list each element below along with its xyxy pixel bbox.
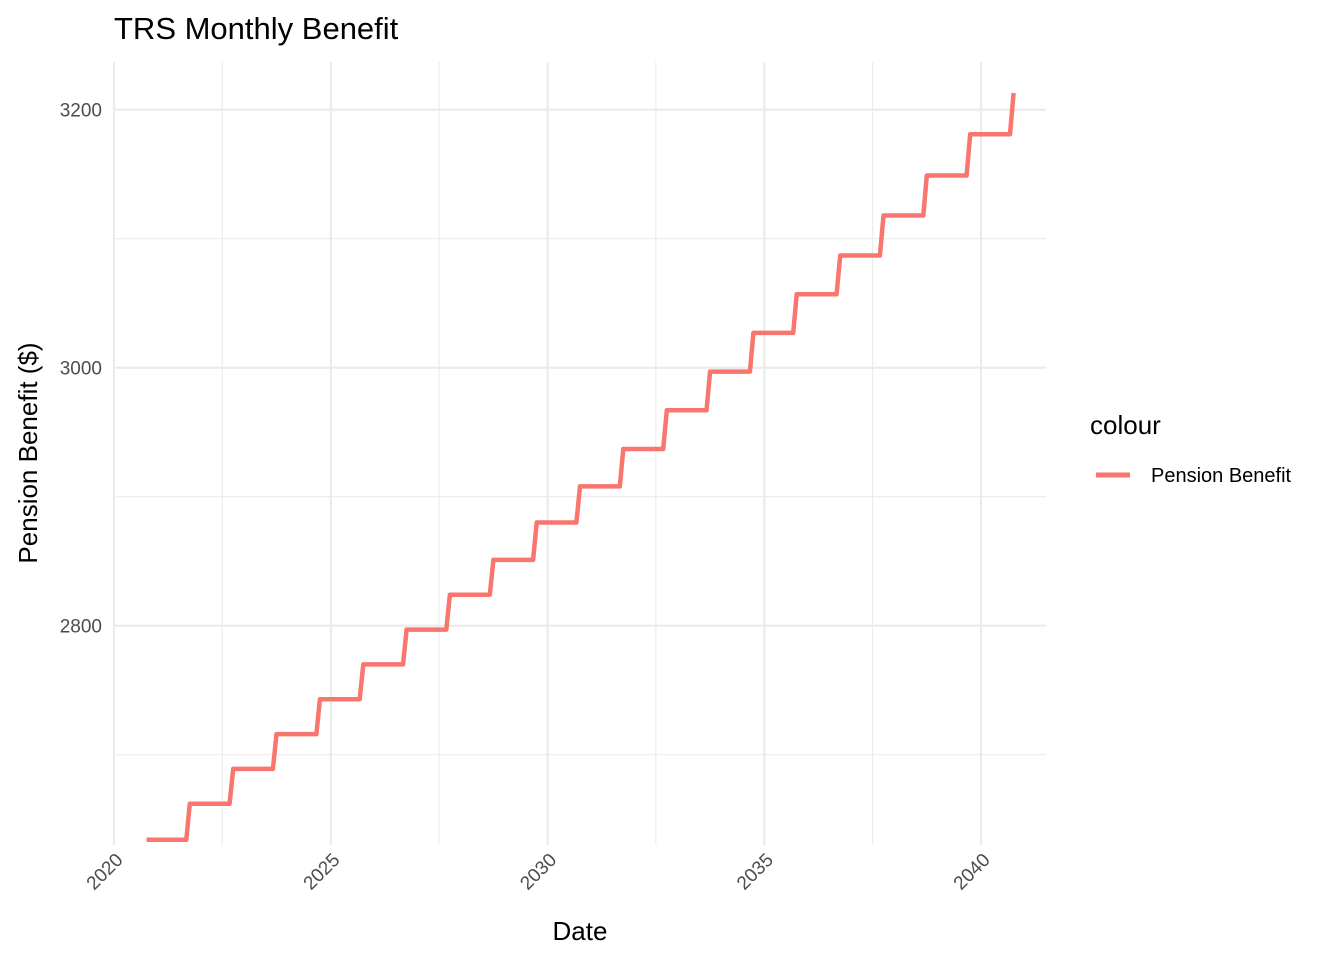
legend: colour Pension Benefit bbox=[1090, 410, 1292, 487]
y-axis-ticks: 2800 3000 3200 bbox=[60, 101, 102, 638]
y-tick-label: 3200 bbox=[60, 101, 102, 122]
x-tick-label: 2040 bbox=[950, 850, 995, 895]
grid bbox=[112, 62, 1046, 845]
legend-title: colour bbox=[1090, 410, 1161, 440]
x-tick-label: 2025 bbox=[300, 850, 345, 895]
y-tick-label: 3000 bbox=[60, 359, 102, 380]
x-tick-label: 2035 bbox=[733, 850, 778, 895]
y-tick-label: 2800 bbox=[60, 617, 102, 638]
y-axis-title: Pension Benefit ($) bbox=[13, 342, 43, 563]
legend-label-pension-benefit: Pension Benefit bbox=[1151, 465, 1292, 487]
x-tick-label: 2030 bbox=[516, 850, 561, 895]
x-axis-title: Date bbox=[553, 916, 608, 946]
series-layer bbox=[146, 92, 1016, 843]
x-tick-label: 2020 bbox=[83, 850, 128, 895]
chart-title: TRS Monthly Benefit bbox=[114, 11, 399, 46]
series-line-pension-benefit bbox=[146, 92, 1016, 843]
x-axis-ticks: 2020 2025 2030 2035 2040 bbox=[83, 850, 995, 895]
